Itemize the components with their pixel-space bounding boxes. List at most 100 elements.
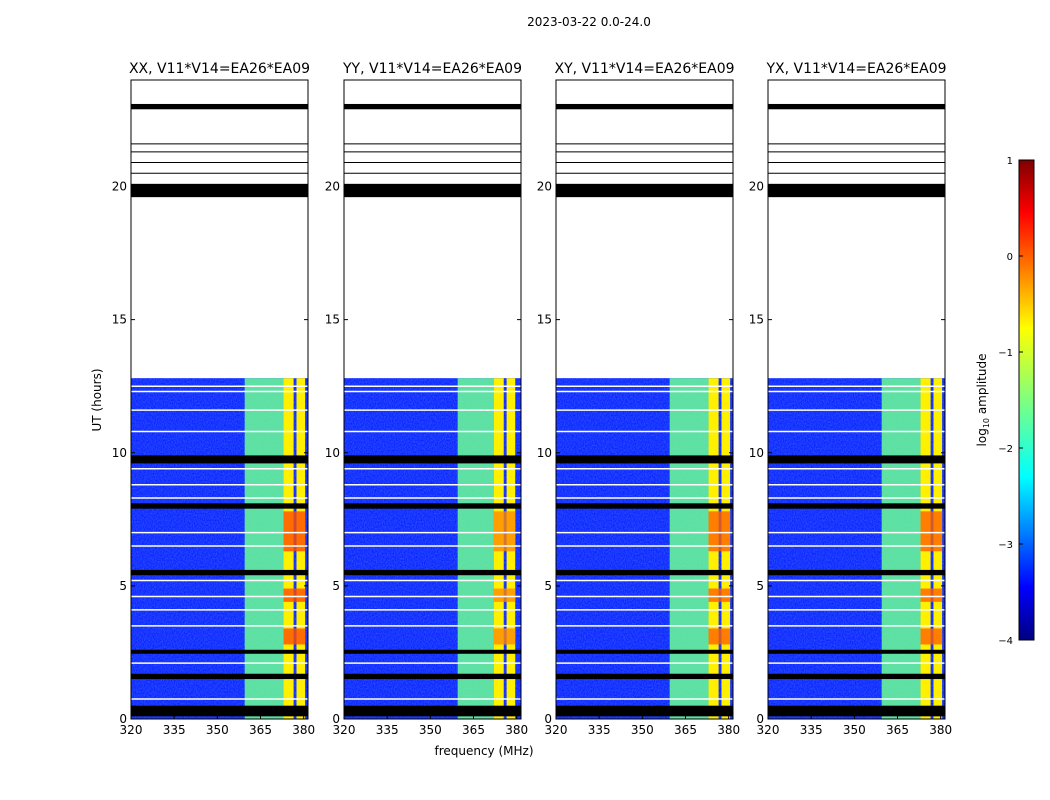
panel-3: XY, V11*V14=EA26*EA09 320 335 350 365 380 0 5 10… — [537, 61, 740, 737]
x-tick-label: 350 — [631, 723, 654, 737]
y-tick-label: 15 — [112, 313, 127, 327]
y-tick-label: 20 — [325, 180, 340, 194]
band-hotspot — [493, 628, 516, 645]
flagged-band — [768, 183, 945, 198]
y-tick-label: 20 — [537, 180, 552, 194]
y-tick-label: 15 — [325, 313, 340, 327]
x-tick-label: 365 — [462, 723, 485, 737]
y-tick-label: 0 — [332, 712, 340, 726]
band-hotspot — [493, 588, 516, 602]
flagged-band — [556, 569, 733, 576]
x-tick-label: 365 — [249, 723, 272, 737]
panel-frame — [555, 79, 734, 720]
flagged-band — [556, 649, 733, 654]
band-hotspot — [283, 588, 306, 602]
y-tick-label: 5 — [544, 579, 552, 593]
flagged-band — [556, 705, 733, 717]
y-axis-label: UT (hours) — [90, 368, 104, 431]
flagged-band — [131, 503, 308, 509]
flagged-band — [131, 455, 308, 464]
flagged-band — [344, 103, 521, 110]
colorbar-tick-label: −1 — [998, 348, 1013, 359]
flagged-band — [768, 103, 945, 110]
colorbar-gradient — [1018, 159, 1035, 641]
x-tick-label: 335 — [376, 723, 399, 737]
panels: XX, V11*V14=EA26*EA09 320 335 350 365 380 0 5 10… — [112, 61, 952, 737]
figure-suptitle: 2023-03-22 0.0-24.0 — [527, 15, 651, 29]
x-tick-label: 350 — [843, 723, 866, 737]
y-tick-label: 5 — [332, 579, 340, 593]
panel-title: YX, V11*V14=EA26*EA09 — [765, 61, 946, 77]
band-hotspot — [920, 588, 943, 602]
y-tick-label: 10 — [325, 446, 340, 460]
panel-title: YY, V11*V14=EA26*EA09 — [342, 61, 522, 77]
panel-frame — [343, 79, 522, 720]
y-tick-label: 0 — [756, 712, 764, 726]
flagged-band — [556, 673, 733, 680]
flagged-band — [556, 183, 733, 198]
flagged-band — [344, 569, 521, 576]
flagged-band — [556, 103, 733, 110]
panel-title: XY, V11*V14=EA26*EA09 — [554, 61, 734, 77]
colorbar-label-sub: 10 — [982, 418, 991, 428]
y-tick-label: 20 — [112, 180, 127, 194]
x-tick-label: 380 — [717, 723, 740, 737]
flagged-band — [768, 455, 945, 464]
flagged-band — [131, 649, 308, 654]
colorbar-tick-label: −3 — [998, 540, 1013, 551]
y-tick-label: 0 — [119, 712, 127, 726]
band-hotspot — [920, 511, 943, 552]
band-weak — [244, 378, 284, 719]
colorbar-tick-label: −4 — [998, 636, 1013, 647]
x-tick-label: 335 — [588, 723, 611, 737]
x-tick-label: 350 — [419, 723, 442, 737]
band-weak — [457, 378, 494, 719]
y-tick-label: 5 — [119, 579, 127, 593]
colorbar-label-suffix: amplitude — [975, 354, 989, 418]
flagged-band — [768, 503, 945, 509]
y-tick-label: 10 — [749, 446, 764, 460]
flagged-band — [768, 705, 945, 717]
colorbar-tick-label: 1 — [1007, 156, 1013, 167]
band-hotspot — [708, 511, 731, 552]
x-tick-label: 380 — [929, 723, 952, 737]
flagged-band — [344, 705, 521, 717]
band-hotspot — [493, 511, 516, 552]
flagged-band — [131, 705, 308, 717]
y-tick-label: 5 — [756, 579, 764, 593]
x-tick-label: 335 — [800, 723, 823, 737]
panel-frame — [130, 79, 309, 720]
x-tick-label: 365 — [674, 723, 697, 737]
band-hotspot — [283, 511, 306, 552]
x-tick-label: 365 — [886, 723, 909, 737]
panel-2: YY, V11*V14=EA26*EA09 320 335 350 365 380 0 5 10… — [325, 61, 528, 737]
x-tick-label: 350 — [206, 723, 229, 737]
flagged-band — [556, 455, 733, 464]
band-weak — [881, 378, 921, 719]
flagged-band — [768, 673, 945, 680]
flagged-band — [344, 649, 521, 654]
band-weak — [669, 378, 709, 719]
colorbar-label-log: log — [975, 428, 989, 446]
x-tick-label: 335 — [163, 723, 186, 737]
x-tick-label: 320 — [757, 723, 780, 737]
flagged-band — [768, 649, 945, 654]
y-tick-label: 20 — [749, 180, 764, 194]
colorbar-label: log10 amplitude — [975, 354, 991, 447]
panel-1: XX, V11*V14=EA26*EA09 320 335 350 365 380 0 5 10… — [112, 61, 315, 737]
flagged-band — [131, 103, 308, 110]
colorbar: 10−1−2−3−4 log10 amplitude — [975, 156, 1035, 647]
band-hotspot — [283, 628, 306, 645]
y-tick-label: 10 — [537, 446, 552, 460]
flagged-band — [556, 503, 733, 509]
band-hotspot — [708, 588, 731, 602]
x-tick-label: 320 — [120, 723, 143, 737]
x-tick-label: 320 — [333, 723, 356, 737]
flagged-band — [344, 503, 521, 509]
y-tick-label: 15 — [537, 313, 552, 327]
panel-title: XX, V11*V14=EA26*EA09 — [129, 61, 310, 77]
x-tick-label: 380 — [292, 723, 315, 737]
colorbar-tick-label: 0 — [1007, 252, 1013, 263]
panel-frame — [767, 79, 946, 720]
